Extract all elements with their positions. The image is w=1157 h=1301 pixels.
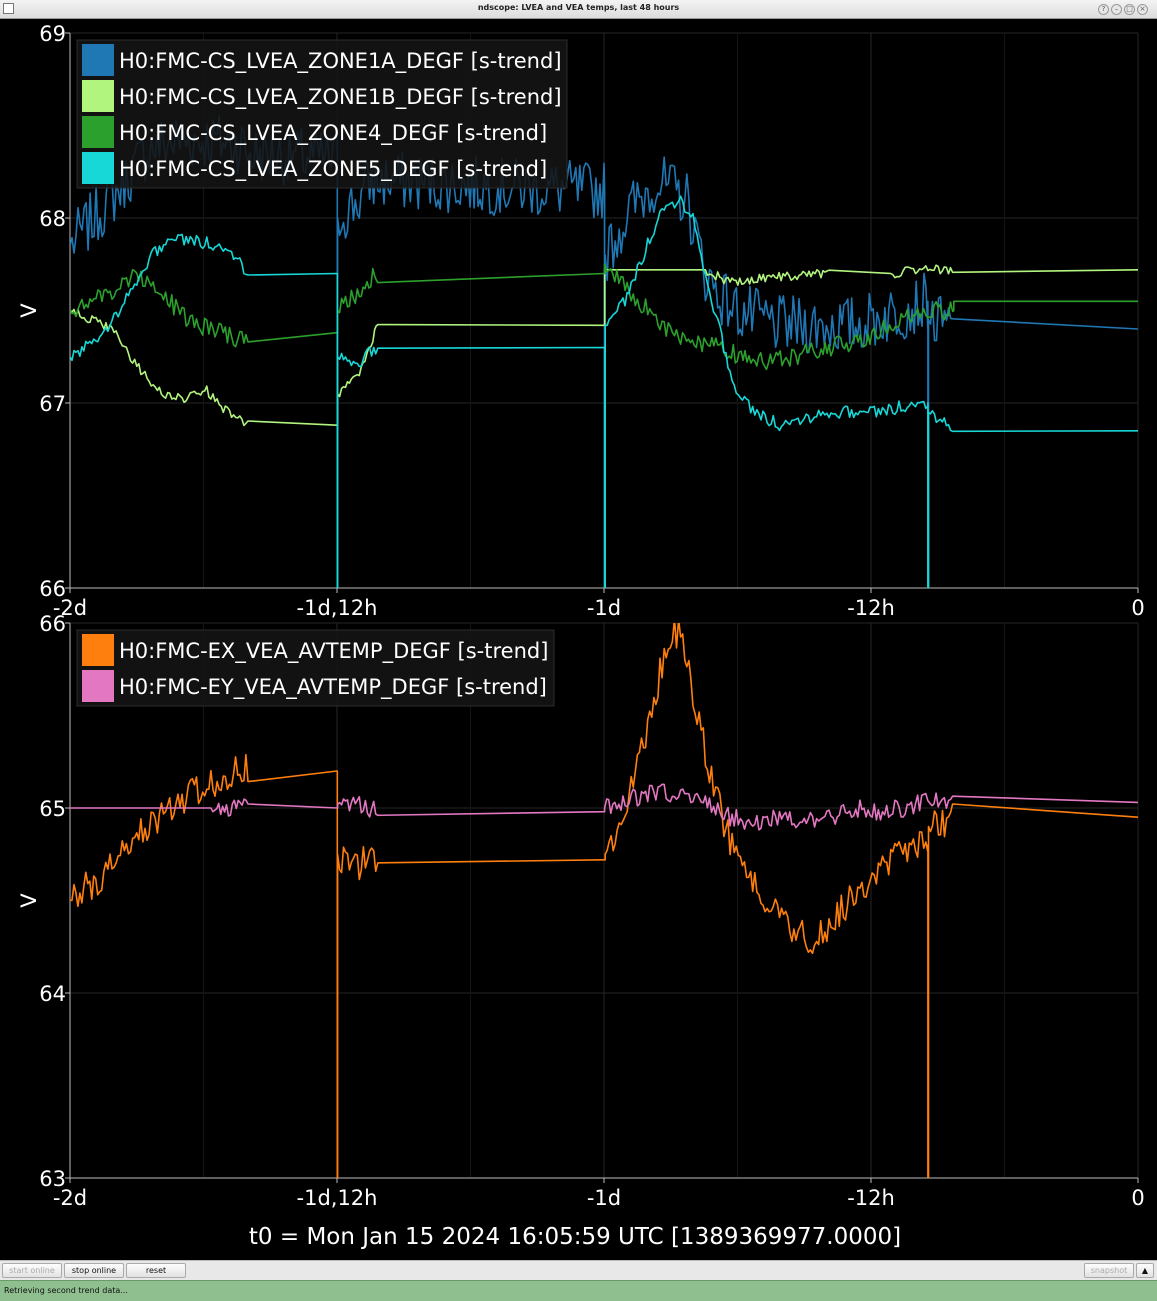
series-line — [70, 623, 1138, 1178]
close-icon[interactable]: × — [1137, 4, 1148, 15]
x-tick-label: -1d,12h — [297, 596, 378, 620]
y-tick-label: 65 — [39, 797, 66, 821]
legend-label[interactable]: H0:FMC-CS_LVEA_ZONE1B_DEGF [s-trend] — [119, 85, 562, 110]
legend-label[interactable]: H0:FMC-EX_VEA_AVTEMP_DEGF [s-trend] — [119, 639, 548, 664]
toolbar: start online stop online reset snapshot … — [0, 1260, 1157, 1280]
legend-box — [76, 39, 568, 189]
series-layer — [70, 623, 1138, 1178]
legend-swatch — [82, 44, 114, 76]
scope-plots[interactable]: 66 67 68 69 -2d -1d,12h -1d -12h 0 V H0:FMC-CS_LVE… — [0, 19, 1157, 1260]
legend-swatch — [82, 634, 114, 666]
reset-button[interactable]: reset — [126, 1263, 186, 1278]
maximize-icon[interactable]: □ — [1124, 4, 1135, 15]
x-tick-label: -2d — [53, 596, 87, 620]
series-line — [70, 195, 1138, 588]
y-axis-label: V — [17, 893, 41, 908]
minimize-icon[interactable]: – — [1111, 4, 1122, 15]
x-tick-label: -12h — [847, 596, 895, 620]
legend[interactable]: H0:FMC-EX_VEA_AVTEMP_DEGF [s-trend] H0:FM… — [76, 629, 555, 707]
legend-swatch — [82, 80, 114, 112]
legend-label[interactable]: H0:FMC-CS_LVEA_ZONE1A_DEGF [s-trend] — [119, 49, 562, 74]
legend-swatch — [82, 116, 114, 148]
y-tick-label: 64 — [39, 982, 66, 1006]
help-icon[interactable]: ? — [1098, 4, 1109, 15]
series-line — [70, 264, 1138, 427]
legend-label[interactable]: H0:FMC-CS_LVEA_ZONE4_DEGF [s-trend] — [119, 121, 547, 146]
status-bar: Retrieving second trend data... — [0, 1280, 1157, 1301]
y-tick-label: 66 — [39, 612, 66, 636]
y-tick-label: 66 — [39, 577, 66, 601]
x-tick-label: -2d — [53, 1186, 87, 1210]
y-tick-label: 67 — [39, 392, 66, 416]
window-title: ndscope: LVEA and VEA temps, last 48 hou… — [477, 3, 680, 12]
t0-label: t0 = Mon Jan 15 2024 16:05:59 UTC [13893… — [249, 1224, 901, 1250]
plot-vea[interactable]: 63 64 65 66 -2d -1d,12h -1d -12h 0 V H0:FMC-EX_VEA… — [17, 612, 1145, 1210]
x-tick-label: 0 — [1131, 1186, 1144, 1210]
status-text: Retrieving second trend data... — [4, 1286, 128, 1295]
x-tick-label: -1d,12h — [297, 1186, 378, 1210]
x-tick-label: 0 — [1131, 596, 1144, 620]
x-tick-label: -12h — [847, 1186, 895, 1210]
y-tick-label: 63 — [39, 1167, 66, 1191]
series-line — [70, 263, 1138, 371]
legend-label[interactable]: H0:FMC-EY_VEA_AVTEMP_DEGF [s-trend] — [119, 675, 547, 700]
window-titlebar: ndscope: LVEA and VEA temps, last 48 hou… — [0, 0, 1157, 19]
stop-online-button[interactable]: stop online — [64, 1263, 124, 1278]
y-axis-label: V — [17, 303, 41, 318]
snapshot-button[interactable]: snapshot — [1084, 1263, 1134, 1278]
x-tick-label: -1d — [587, 596, 621, 620]
y-tick-label: 69 — [39, 22, 66, 46]
legend-swatch — [82, 670, 114, 702]
legend[interactable]: H0:FMC-CS_LVEA_ZONE1A_DEGF [s-trend] H0:F… — [76, 39, 568, 189]
start-online-button[interactable]: start online — [2, 1263, 62, 1278]
legend-swatch — [82, 152, 114, 184]
series-line — [70, 783, 1138, 831]
plot-lvea[interactable]: 66 67 68 69 -2d -1d,12h -1d -12h 0 V H0:FMC-CS_LVE… — [17, 22, 1145, 620]
legend-box — [76, 629, 555, 707]
legend-label[interactable]: H0:FMC-CS_LVEA_ZONE5_DEGF [s-trend] — [119, 157, 547, 182]
x-tick-label: -1d — [587, 1186, 621, 1210]
y-tick-label: 68 — [39, 207, 66, 231]
expand-up-icon[interactable]: ▲ — [1136, 1263, 1154, 1278]
window-menu-icon[interactable] — [3, 3, 14, 14]
